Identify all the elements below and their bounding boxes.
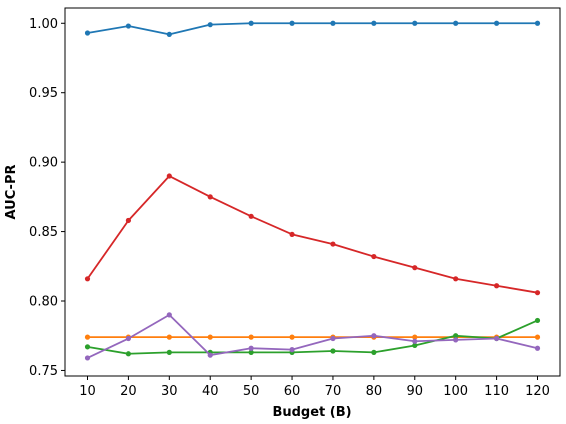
data-point xyxy=(493,20,500,26)
y-tick-label: 0.90 xyxy=(29,156,58,171)
series-line-5 xyxy=(86,313,539,359)
data-point xyxy=(84,344,91,350)
plot-frame xyxy=(64,7,561,377)
data-point xyxy=(248,213,254,219)
x-tick-label: 70 xyxy=(325,384,342,399)
data-point xyxy=(330,241,336,247)
data-point xyxy=(493,335,500,342)
y-tick-label: 0.95 xyxy=(29,86,58,101)
data-point xyxy=(289,20,295,26)
x-tick-label: 100 xyxy=(443,384,468,399)
data-point xyxy=(534,317,541,324)
data-point xyxy=(125,335,132,342)
data-point xyxy=(453,276,459,282)
y-tick-label: 0.80 xyxy=(29,295,58,310)
y-tick-label: 1.00 xyxy=(29,17,58,32)
x-tick-label: 30 xyxy=(161,384,178,399)
data-point xyxy=(248,20,254,26)
series-line-4 xyxy=(86,175,539,294)
series-line-1 xyxy=(86,22,539,36)
data-point xyxy=(125,217,132,224)
data-point xyxy=(166,312,172,318)
data-point xyxy=(166,173,172,179)
x-tick-label: 110 xyxy=(484,384,509,399)
data-point xyxy=(289,334,295,340)
data-point xyxy=(493,283,500,289)
data-point xyxy=(534,20,541,26)
x-tick-label: 20 xyxy=(120,384,137,399)
data-point xyxy=(371,20,377,26)
data-point xyxy=(84,334,91,340)
y-tick-label: 0.85 xyxy=(29,225,58,240)
data-point xyxy=(412,338,418,344)
x-tick-label: 90 xyxy=(406,384,423,399)
y-tick-label: 0.75 xyxy=(29,364,58,379)
data-point xyxy=(330,335,336,342)
data-point xyxy=(207,352,213,358)
data-point xyxy=(330,348,336,354)
data-point xyxy=(207,194,213,200)
data-point xyxy=(330,20,336,26)
x-tick-label: 50 xyxy=(243,384,260,399)
data-point xyxy=(412,20,418,26)
data-point xyxy=(84,355,91,361)
y-axis-title: AUC-PR xyxy=(4,165,19,220)
data-point xyxy=(534,290,541,296)
data-point xyxy=(84,30,91,36)
data-point xyxy=(453,337,459,343)
data-point xyxy=(534,334,541,340)
x-axis-title: Budget (B) xyxy=(272,405,351,420)
data-point xyxy=(248,334,254,340)
axes: 10 20 30 40 50 60 70 80 90 100 110 120 0.75 0.80 0.85 0… xyxy=(29,7,561,399)
data-point xyxy=(371,253,377,260)
x-tick-label: 60 xyxy=(284,384,301,399)
data-point xyxy=(453,20,459,26)
data-point xyxy=(289,347,295,353)
data-point xyxy=(534,345,541,351)
data-point xyxy=(412,265,418,271)
x-tick-label: 80 xyxy=(366,384,383,399)
x-tick-label: 40 xyxy=(202,384,219,399)
data-point xyxy=(125,351,132,357)
data-point xyxy=(166,334,172,340)
data-point xyxy=(248,349,254,355)
data-point xyxy=(207,22,213,28)
data-point xyxy=(371,333,377,339)
data-point xyxy=(453,333,459,339)
x-tick-label: 10 xyxy=(79,384,96,399)
x-tick-label: 120 xyxy=(525,384,550,399)
data-point xyxy=(166,349,172,355)
plot-area xyxy=(84,20,541,361)
data-point xyxy=(84,276,91,282)
data-point xyxy=(125,23,132,29)
data-point xyxy=(248,345,254,351)
data-point xyxy=(412,342,418,349)
data-point xyxy=(371,349,377,355)
data-point xyxy=(207,334,213,340)
series-line-3 xyxy=(86,319,539,355)
data-point xyxy=(412,334,418,340)
data-point xyxy=(289,231,295,237)
data-point xyxy=(166,31,172,37)
